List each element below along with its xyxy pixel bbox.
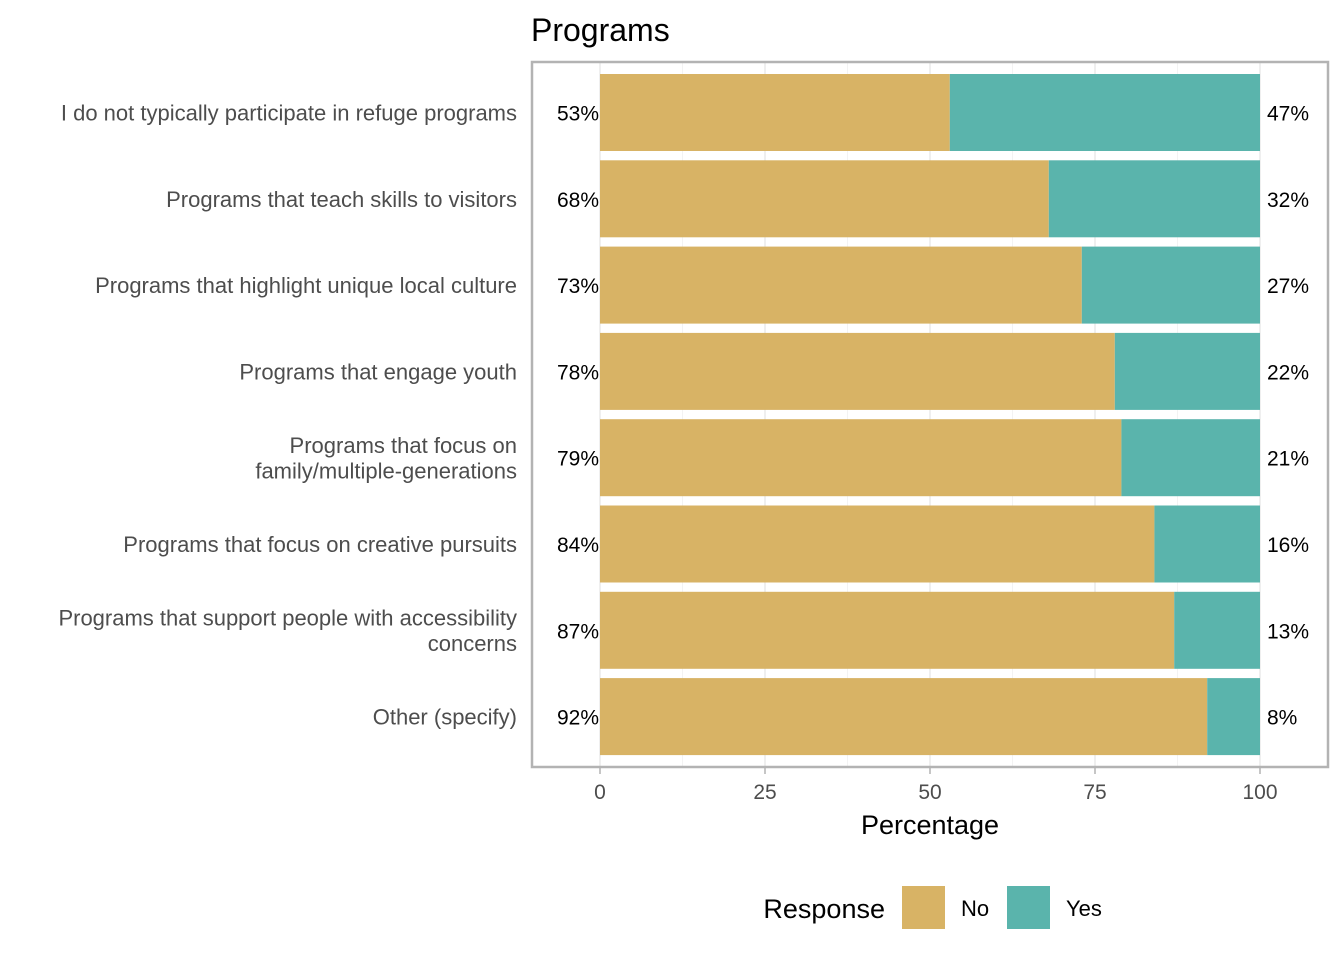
bar-yes bbox=[1114, 332, 1260, 410]
bar-yes bbox=[1081, 246, 1260, 324]
category-label: Programs that engage youth bbox=[239, 359, 517, 384]
legend: Response No Yes bbox=[763, 886, 1102, 929]
yes-value-label: 47% bbox=[1267, 103, 1309, 126]
category-label: I do not typically participate in refuge… bbox=[61, 101, 517, 126]
yes-value-label: 32% bbox=[1267, 189, 1309, 212]
bar-no bbox=[600, 332, 1115, 410]
bars bbox=[600, 74, 1260, 756]
x-tick-label: 50 bbox=[918, 781, 941, 804]
bar-no bbox=[600, 505, 1155, 583]
bar-no bbox=[600, 678, 1208, 756]
bar-no bbox=[600, 419, 1122, 497]
bar-yes bbox=[1207, 678, 1260, 756]
category-labels: I do not typically participate in refuge… bbox=[58, 101, 517, 730]
x-axis-title: Percentage bbox=[861, 810, 999, 840]
legend-key-yes bbox=[1007, 886, 1050, 929]
no-value-label: 78% bbox=[557, 361, 599, 384]
yes-value-label: 27% bbox=[1267, 275, 1309, 298]
category-label: Other (specify) bbox=[373, 705, 517, 730]
yes-value-label: 13% bbox=[1267, 620, 1309, 643]
category-label: Programs that focus on bbox=[290, 433, 517, 458]
legend-title: Response bbox=[763, 894, 885, 924]
no-value-label: 87% bbox=[557, 620, 599, 643]
x-tick-label: 75 bbox=[1083, 781, 1106, 804]
bar-yes bbox=[1048, 160, 1260, 238]
bar-no bbox=[600, 591, 1175, 669]
yes-value-label: 16% bbox=[1267, 534, 1309, 557]
x-tick-label: 25 bbox=[753, 781, 776, 804]
x-tick-label: 100 bbox=[1242, 781, 1277, 804]
category-label: Programs that highlight unique local cul… bbox=[95, 273, 517, 298]
no-value-label: 92% bbox=[557, 707, 599, 730]
x-tick-label: 0 bbox=[594, 781, 606, 804]
yes-value-label: 21% bbox=[1267, 448, 1309, 471]
bar-no bbox=[600, 160, 1049, 238]
no-value-label: 53% bbox=[557, 103, 599, 126]
value-labels: 53% 47% 68% 32% 73% 27% 78% 22% 79% 21% 84% 16% 87% 1… bbox=[557, 103, 1309, 730]
yes-value-label: 22% bbox=[1267, 361, 1309, 384]
bar-yes bbox=[1174, 591, 1260, 669]
no-value-label: 73% bbox=[557, 275, 599, 298]
category-label: family/multiple-generations bbox=[255, 458, 517, 483]
category-label: Programs that focus on creative pursuits bbox=[123, 532, 517, 557]
no-value-label: 79% bbox=[557, 448, 599, 471]
no-value-label: 68% bbox=[557, 189, 599, 212]
legend-label-no: No bbox=[961, 896, 989, 921]
bar-yes bbox=[1121, 419, 1260, 497]
category-label: concerns bbox=[428, 631, 517, 656]
yes-value-label: 8% bbox=[1267, 707, 1297, 730]
bar-yes bbox=[949, 74, 1260, 151]
x-axis: 0 25 50 75 100 bbox=[594, 767, 1278, 804]
category-label: Programs that teach skills to visitors bbox=[166, 187, 517, 212]
chart-title: Programs bbox=[531, 12, 670, 48]
bar-no bbox=[600, 74, 950, 151]
legend-key-no bbox=[902, 886, 945, 929]
category-label: Programs that support people with access… bbox=[58, 606, 517, 631]
legend-label-yes: Yes bbox=[1066, 896, 1102, 921]
bar-no bbox=[600, 246, 1082, 324]
no-value-label: 84% bbox=[557, 534, 599, 557]
bar-yes bbox=[1154, 505, 1260, 583]
